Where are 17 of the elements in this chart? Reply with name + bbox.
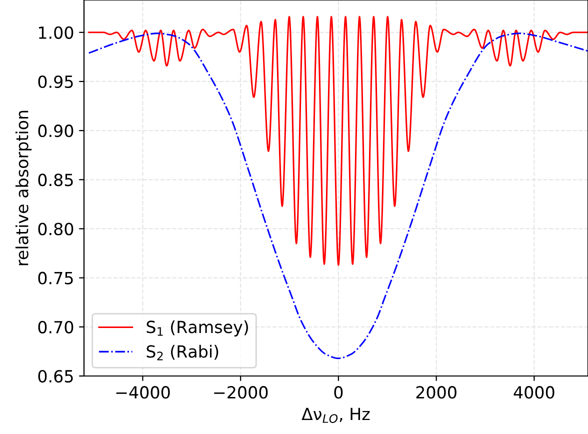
x-tick-label: −4000 (116, 386, 170, 399)
legend-label: S$_{2}$ (Rabi) (146, 344, 218, 360)
x-tick-label: −2000 (214, 386, 268, 399)
x-tick-label: 2000 (416, 386, 456, 399)
y-tick-label: 0.85 (38, 174, 73, 186)
x-tick-label: 4000 (514, 386, 554, 399)
y-axis-title: relative absorption (15, 110, 32, 266)
y-tick-label: 0.70 (38, 320, 74, 334)
legend-label: S$_{1}$ (Ramsey) (146, 320, 248, 336)
x-axis-title: Δν$_{LO}$, Hz (302, 408, 370, 423)
y-tick-label: 0.80 (38, 222, 74, 236)
y-tick-label: 0.65 (38, 370, 73, 383)
y-tick-label: 0.90 (38, 124, 74, 138)
y-tick-label: 0.95 (38, 75, 73, 88)
x-tick-label: 0 (334, 386, 343, 399)
y-tick-label: 0.75 (38, 272, 73, 284)
y-tick-label: 1.00 (39, 26, 74, 39)
